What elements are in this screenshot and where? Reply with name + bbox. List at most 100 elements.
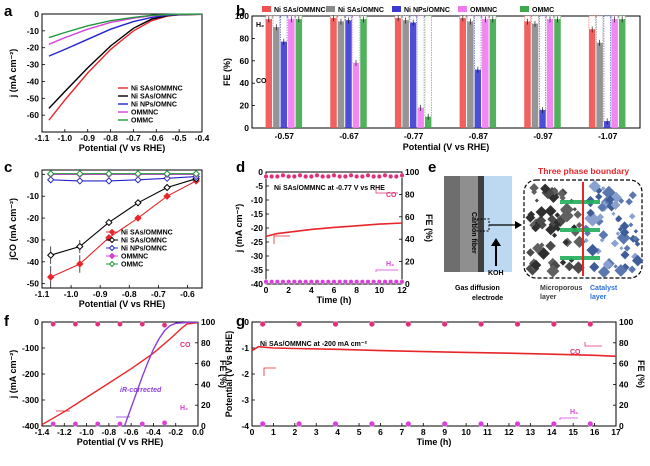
legend-label: OMMC [121, 262, 143, 269]
bar-co [273, 27, 280, 129]
x-tick-label: -1.0 [64, 289, 79, 299]
micro-grain [534, 198, 539, 203]
y-axis-label: Potential (V vs RHE) [224, 331, 234, 418]
micro-grain [571, 224, 578, 231]
bar-h2 [603, 15, 611, 122]
fe-h2-point [393, 279, 399, 285]
y-tick-label: -400 [22, 421, 39, 431]
fe-co-point [388, 173, 394, 179]
micro-grain [535, 206, 548, 219]
x-tick-label: 11 [483, 427, 492, 437]
bar-co [588, 29, 596, 128]
micro-grain [572, 261, 585, 274]
x-tick-label: 8 [354, 285, 359, 295]
x-tick-label: 1 [271, 427, 276, 437]
y-tick-label: 0 [244, 317, 249, 327]
fe-co-point [550, 321, 557, 328]
y-tick-label: -10 [27, 26, 40, 36]
co-label: CO [386, 192, 397, 199]
fe-h2-point [94, 421, 101, 427]
y2-tick-label: 20 [405, 257, 415, 267]
y-tick-label: -20 [27, 43, 40, 53]
y-tick-label: 60 [240, 56, 250, 66]
micro-grain [532, 242, 544, 254]
gas-channel [560, 256, 600, 260]
y2-tick-label: 100 [619, 317, 633, 327]
fe-co-point [478, 321, 485, 328]
bar-co [345, 20, 352, 129]
x-tick-label: -0.7 [151, 289, 166, 299]
data-point [163, 170, 171, 178]
y2-tick-label: 40 [619, 379, 629, 389]
data-point [163, 183, 171, 192]
fe-co-point [587, 321, 594, 328]
legend-swatch [520, 6, 529, 12]
x-tick-label: -0.6 [180, 289, 195, 299]
y-tick-label: -30 [27, 60, 40, 70]
micro-grain [572, 207, 577, 212]
y-tick-label: -25 [251, 237, 264, 247]
chart-c: -1.1 -1.0 -0.9 -0.8 -0.7 -0.6 0 -10 -20 -30 -40 -50… [8, 169, 203, 309]
y2-tick-label: 40 [201, 379, 211, 389]
bar-co [352, 63, 360, 128]
y-tick-label: 0 [34, 9, 39, 19]
x-tick-label: -1.4 [35, 427, 50, 437]
catalyst-grain [602, 259, 613, 270]
fe-co-point [72, 321, 79, 327]
catalyst-grain [611, 211, 616, 216]
fe-co-point [376, 173, 382, 179]
bar-h2 [474, 15, 482, 71]
data-point [134, 170, 142, 178]
x-tick-label: 6 [378, 427, 383, 437]
potential-trace [251, 345, 617, 358]
koh-label: KOH [488, 270, 504, 277]
x-axis-label: Time (h) [317, 295, 352, 305]
curve-Ni SAs/OMNC [48, 13, 203, 109]
data-point [47, 251, 55, 259]
y-tick-label: -10 [27, 191, 40, 201]
panel-label-f: f [4, 313, 10, 330]
fe-h2-point [441, 420, 448, 427]
fe-h2-point [286, 279, 292, 285]
fe-co-point [274, 173, 280, 179]
ir-curve [123, 321, 199, 427]
fe-h2-point [263, 279, 269, 285]
zoom-arrowhead [515, 221, 522, 229]
micro-grain [559, 259, 567, 266]
fe-h2-point [274, 279, 280, 285]
x-tick-label: 15 [568, 427, 578, 437]
legend-swatch [392, 6, 401, 12]
fe-h2-point [354, 279, 360, 285]
plot-frame [41, 13, 203, 133]
legend-marker [108, 260, 116, 268]
fe-co-point [332, 321, 339, 328]
y-tick-label: -300 [22, 395, 39, 405]
h2-arrow [559, 417, 578, 420]
chart-f: -1.4 -1.2 -1.0 -0.8 -0.6 -0.4 -0.2 0.00-100-200… [8, 317, 228, 447]
x-tick-label: 2 [286, 285, 291, 295]
chart-a: -1.1 -1.0 -0.9 -0.8 -0.7 -0.6 -0.5 -0.4 0 -10 -20 -… [8, 9, 210, 153]
y-tick-label: -20 [27, 213, 40, 223]
bar-co [603, 121, 611, 128]
koh-region [484, 176, 512, 272]
panel-label-b: b [236, 3, 245, 20]
y2-tick-label: 80 [405, 189, 415, 199]
x-tick-label: -0.8 [102, 427, 117, 437]
data-point [192, 170, 200, 178]
x-tick-label: 4 [335, 427, 340, 437]
micro-grain [541, 186, 555, 200]
fe-h2-point [550, 420, 557, 427]
three-phase-title: Three phase boundary [538, 166, 629, 176]
bar-h2 [424, 15, 432, 118]
fe-co-point [365, 172, 371, 178]
y-tick-label: -40 [27, 257, 40, 267]
y-tick-label: -35 [251, 265, 264, 275]
x-tick-label: 10 [461, 427, 471, 437]
catalyst-grain [613, 264, 618, 269]
x-tick-label: 16 [590, 427, 600, 437]
bar-co [402, 20, 409, 129]
x-tick-label: -0.8 [103, 133, 118, 143]
h2-arrow [375, 269, 398, 272]
